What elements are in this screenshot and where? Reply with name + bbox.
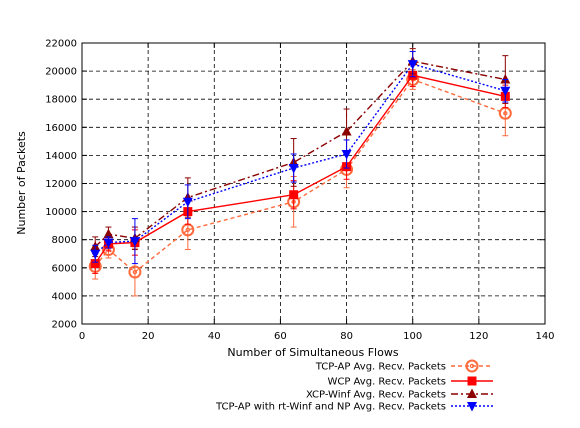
data-point <box>500 86 511 97</box>
x-tick-label: 120 <box>469 331 488 342</box>
legend-marker <box>467 402 477 412</box>
series-2 <box>90 63 510 274</box>
x-axis-label: Number of Simultaneous Flows <box>227 346 398 359</box>
series-1 <box>88 69 512 297</box>
x-tick-label: 140 <box>535 331 554 342</box>
x-tick-label: 0 <box>79 331 85 342</box>
data-point <box>129 237 140 247</box>
legend-marker <box>467 376 477 386</box>
data-point <box>341 149 352 160</box>
legend-label: TCP-AP Avg. Recv. Packets <box>315 362 446 373</box>
x-tick-label: 80 <box>340 331 353 342</box>
y-tick-label: 2000 <box>52 320 77 331</box>
data-point <box>128 265 142 279</box>
data-point <box>90 259 100 269</box>
y-tick-label: 20000 <box>45 67 77 78</box>
y-tick-label: 6000 <box>52 263 77 274</box>
x-tick-label: 40 <box>208 331 221 342</box>
x-tick-label: 60 <box>274 331 287 342</box>
legend-label: TCP-AP with rt-Winf and NP Avg. Recv. Pa… <box>215 402 446 413</box>
x-tick-label: 20 <box>142 331 155 342</box>
data-point <box>341 126 352 136</box>
data-point <box>182 197 193 208</box>
y-tick-label: 14000 <box>45 151 77 162</box>
y-tick-label: 10000 <box>45 207 77 218</box>
legend-marker <box>467 388 477 398</box>
y-tick-label: 18000 <box>45 95 77 106</box>
axis-ticks: 0 20 40 60 80 100 120 140 2000 4000 6000 8000 10000 1… <box>45 39 554 343</box>
y-tick-label: 22000 <box>45 39 77 50</box>
data-point <box>288 164 299 174</box>
data-point-dot <box>132 269 138 275</box>
series-line <box>94 60 506 248</box>
data-point-dot <box>503 111 508 116</box>
legend-marker-dot <box>469 363 475 369</box>
data-point <box>407 60 418 70</box>
y-axis-label: Number of Packets <box>15 131 28 235</box>
series-line <box>94 63 506 255</box>
data-point <box>103 228 114 239</box>
y-tick-label: 12000 <box>45 179 77 190</box>
series-line <box>94 78 506 273</box>
legend-label: WCP Avg. Recv. Packets <box>327 377 446 388</box>
series-3 <box>90 48 511 258</box>
data-point <box>289 190 299 200</box>
data-point <box>500 74 511 84</box>
plot-series <box>88 48 512 297</box>
legend: TCP-AP Avg. Recv. Packets WCP Avg. Recv. … <box>215 359 493 413</box>
y-tick-label: 16000 <box>45 123 77 134</box>
data-point <box>103 238 114 249</box>
x-tick-label: 100 <box>403 331 422 342</box>
legend-marker <box>465 359 479 373</box>
series-4 <box>90 50 511 265</box>
data-point <box>90 249 101 260</box>
y-tick-label: 8000 <box>52 235 77 246</box>
y-tick-label: 4000 <box>52 291 77 302</box>
data-point-dot <box>185 227 191 233</box>
legend-label: XCP-Winf Avg. Recv. Packets <box>306 390 446 401</box>
series-line <box>94 74 506 264</box>
